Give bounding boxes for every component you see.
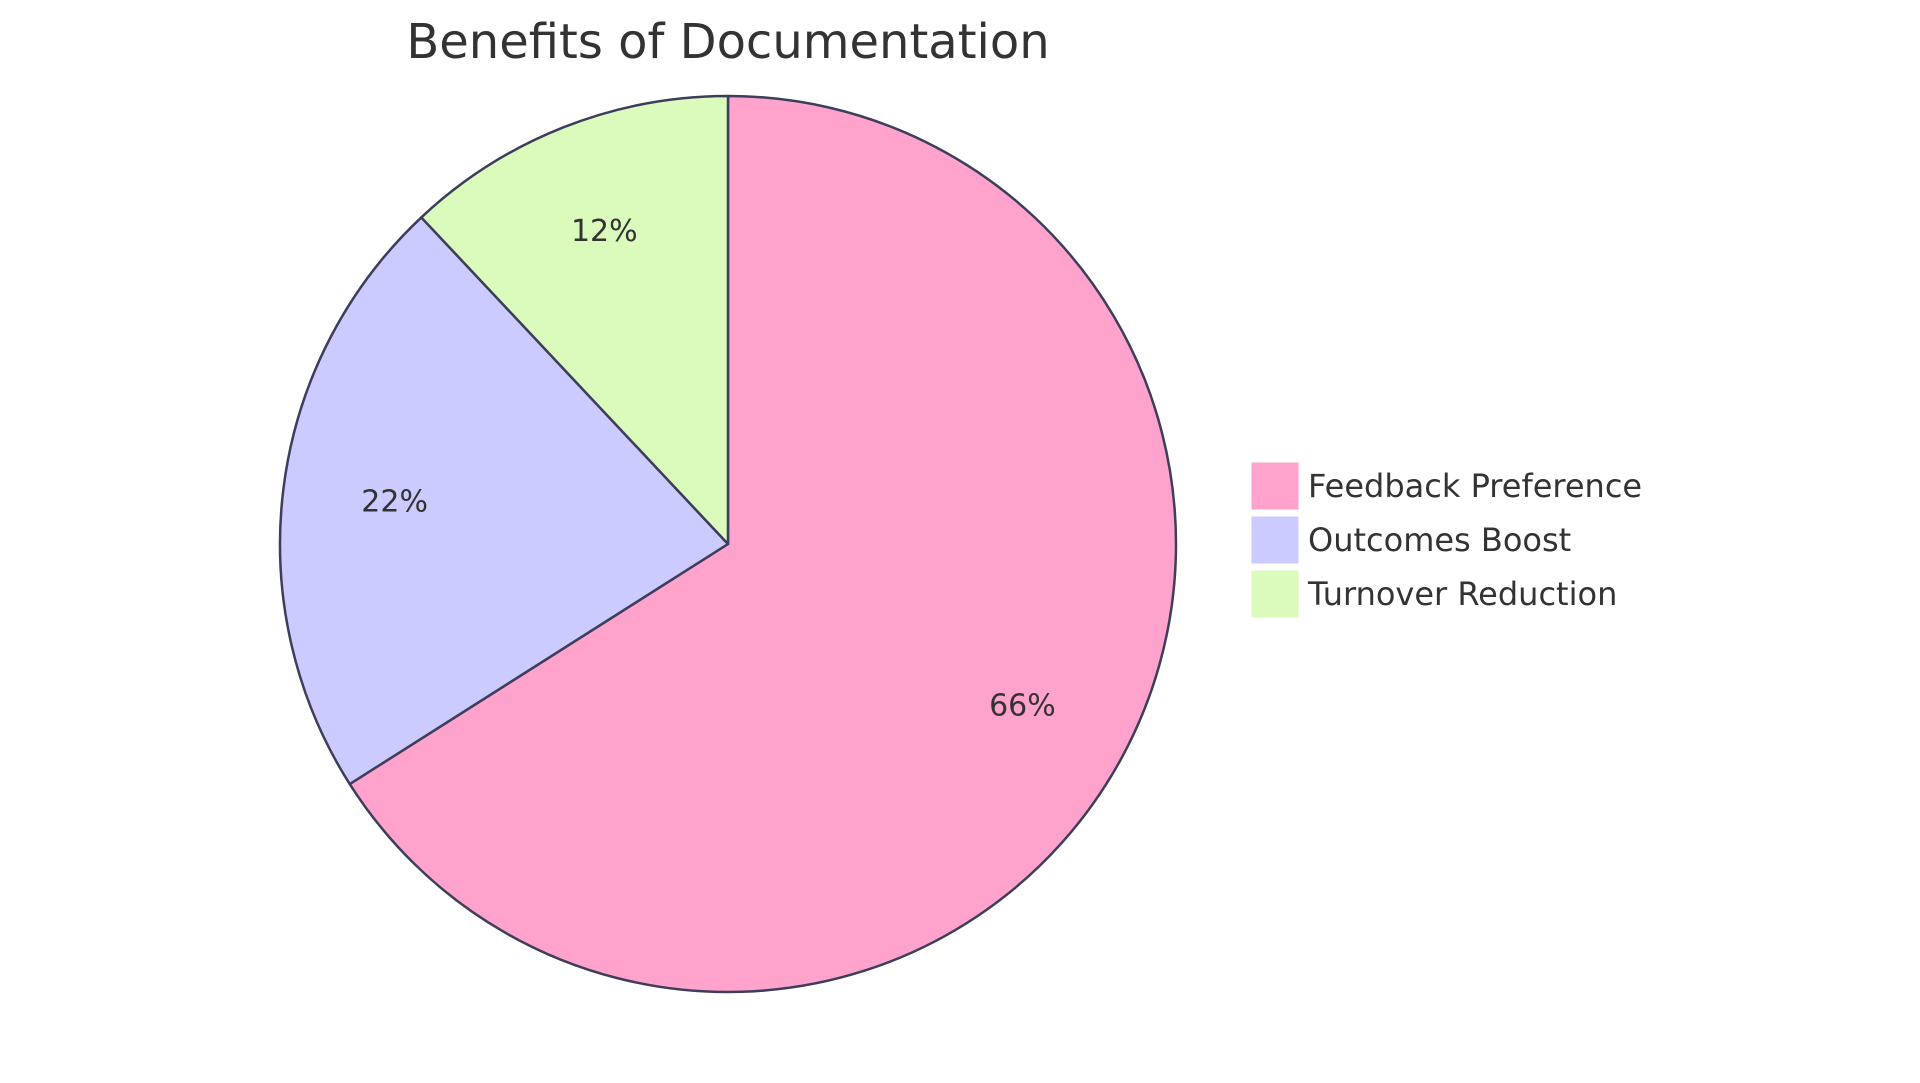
legend-item-turnover-reduction: Turnover Reduction (1251, 570, 1617, 618)
chart-title: Benefits of Documentation (406, 14, 1049, 70)
legend-label: Turnover Reduction (1307, 575, 1617, 613)
legend-item-feedback-preference: Feedback Preference (1251, 462, 1642, 510)
pie-slice-feedback-preference (348, 94, 1178, 994)
pie-slice-turnover-reduction (420, 94, 730, 546)
pie-slices (278, 94, 1178, 994)
legend-item-outcomes-boost: Outcomes Boost (1251, 516, 1571, 564)
pie-slice-outcomes-boost (278, 216, 730, 786)
legend-label: Outcomes Boost (1308, 521, 1571, 559)
slice-label-outcomes-boost: 22% (361, 484, 428, 519)
slice-label-turnover-reduction: 12% (571, 214, 638, 249)
legend-swatch (1251, 570, 1299, 618)
legend-label: Feedback Preference (1308, 467, 1642, 505)
pie-slice-labels: 66% 22% 12% (361, 214, 1055, 723)
legend: Feedback Preference Outcomes Boost Turnove… (1251, 462, 1642, 618)
slice-label-feedback-preference: 66% (989, 688, 1056, 723)
legend-swatch (1251, 462, 1299, 510)
legend-swatch (1251, 516, 1299, 564)
